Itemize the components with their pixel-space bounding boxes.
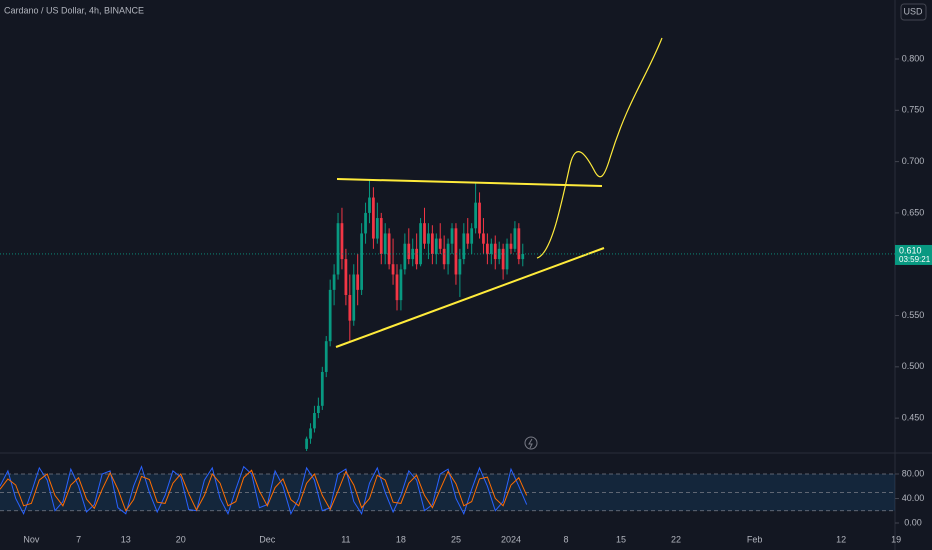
candle-body — [509, 243, 513, 249]
candle-body — [391, 264, 395, 275]
candle-body — [486, 243, 489, 254]
candle-body — [324, 341, 328, 372]
candle-body — [497, 248, 501, 260]
candle-body — [383, 233, 387, 254]
candle-body — [379, 218, 383, 254]
y-tick-label: 0.800 — [902, 53, 925, 63]
candle-body — [493, 243, 497, 260]
x-tick-label: 7 — [76, 534, 81, 544]
candle-body — [305, 438, 308, 449]
x-tick-label: 11 — [341, 534, 350, 544]
candle-body — [332, 274, 336, 290]
candle-body — [344, 259, 348, 296]
candle-body — [521, 253, 525, 260]
x-tick-label: 18 — [396, 534, 406, 544]
candle-body — [438, 238, 442, 249]
candle-body — [403, 243, 407, 270]
candle-body — [317, 405, 320, 414]
candle-body — [446, 243, 450, 265]
candle-body — [489, 243, 493, 254]
x-tick-label: 22 — [671, 534, 681, 544]
candle-body — [320, 371, 324, 406]
candle-body — [427, 233, 430, 244]
y-tick-label: 0.00 — [904, 517, 922, 527]
candle-body — [368, 197, 371, 213]
candle-body — [505, 243, 509, 270]
trend-line — [336, 178, 603, 187]
x-tick-label: Nov — [23, 534, 40, 544]
candle-body — [375, 218, 379, 239]
candle-body — [309, 428, 312, 439]
y-tick-label: 0.700 — [902, 156, 925, 166]
y-tick-label: 0.450 — [902, 413, 925, 423]
alert-icon-bolt — [528, 438, 533, 449]
candle-body — [348, 295, 352, 321]
x-tick-label: 2024 — [501, 534, 521, 544]
candle-body — [478, 202, 481, 234]
alert-icon[interactable] — [524, 436, 538, 450]
x-tick-label: 25 — [451, 534, 461, 544]
candle-body — [364, 212, 367, 234]
chart-title: Cardano / US Dollar, 4h, BINANCE — [4, 5, 144, 15]
candle-body — [450, 228, 454, 244]
candle-body — [458, 259, 462, 275]
currency-box[interactable] — [900, 3, 927, 21]
stoch-line — [0, 469, 528, 512]
last-price-label: 0.610 — [899, 245, 922, 255]
countdown: 03:59:21 — [899, 255, 931, 264]
candle-body — [482, 233, 485, 244]
candle-body — [470, 228, 474, 244]
candle-body — [466, 233, 470, 244]
x-tick-label: 15 — [616, 534, 626, 544]
candle-body — [399, 269, 403, 301]
candle-body — [411, 248, 415, 260]
y-tick-label: 40.00 — [902, 493, 925, 503]
candle-body — [328, 289, 332, 342]
candle-body — [513, 228, 517, 249]
candle-body — [434, 238, 438, 254]
candle-body — [360, 233, 363, 290]
candle-body — [501, 248, 505, 270]
last-price-box — [895, 244, 932, 265]
candle-body — [442, 248, 446, 265]
candle-body — [352, 274, 356, 321]
currency: USD — [903, 6, 923, 16]
candle-body — [395, 274, 399, 301]
projection-curve — [536, 37, 663, 259]
candle-body — [336, 223, 340, 275]
candle-body — [407, 243, 411, 260]
y-tick-label: 0.500 — [902, 361, 925, 371]
x-tick-label: 12 — [836, 534, 846, 544]
x-tick-label: 19 — [891, 534, 901, 544]
candle-body — [474, 202, 477, 229]
candle-body — [423, 223, 426, 244]
y-tick-label: 0.750 — [902, 105, 925, 115]
x-tick-label: 13 — [121, 534, 131, 544]
trend-line — [335, 247, 605, 348]
x-tick-label: 20 — [176, 534, 186, 544]
candle-body — [372, 197, 375, 239]
candle-body — [454, 228, 458, 275]
candle-body — [430, 233, 434, 254]
main-pane — [305, 180, 525, 451]
candle-body — [419, 223, 422, 265]
stoch-line — [0, 465, 528, 516]
candle-body — [387, 233, 391, 265]
candle-body — [340, 223, 344, 260]
y-tick-label: 0.650 — [902, 207, 925, 217]
candle-body — [517, 228, 521, 260]
candle-body — [415, 248, 419, 265]
y-tick-label: 80.00 — [902, 468, 925, 478]
x-tick-label: 8 — [564, 534, 569, 544]
y-tick-label: 0.550 — [902, 310, 925, 320]
x-tick-label: Feb — [747, 534, 763, 544]
x-tick-label: Dec — [259, 534, 276, 544]
candle-body — [462, 233, 466, 260]
candle-body — [356, 274, 360, 290]
candle-body — [313, 413, 316, 429]
